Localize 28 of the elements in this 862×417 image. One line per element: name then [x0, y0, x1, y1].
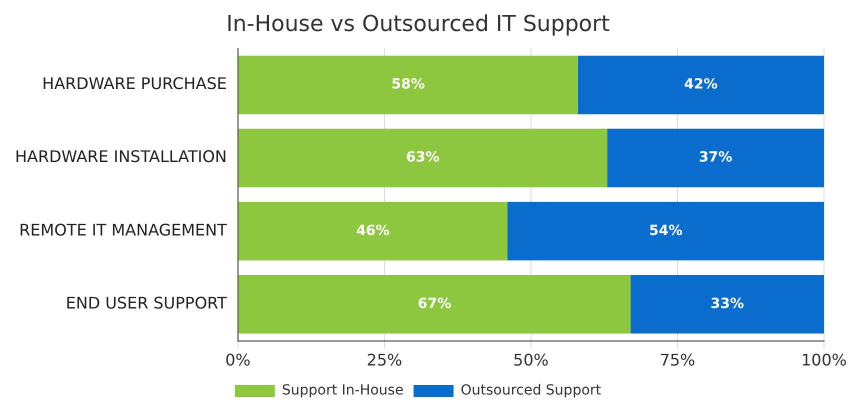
bar [238, 56, 578, 114]
data-label: 46% [356, 222, 390, 239]
data-label: 63% [406, 150, 440, 166]
y-tick-label: END USER SUPPORT [66, 293, 228, 312]
data-label: 33% [710, 296, 744, 312]
y-tick-label: REMOTE IT MANAGEMENT [19, 220, 228, 240]
x-tick-label: 100% [801, 350, 847, 370]
legend-label: Outsourced Support [460, 382, 602, 399]
data-label: 37% [698, 150, 732, 166]
legend-label: Support In-House [282, 382, 404, 399]
data-label: 67% [418, 296, 452, 312]
bar [630, 275, 824, 334]
data-label: 42% [684, 76, 718, 93]
bar [578, 56, 824, 114]
y-tick-label: HARDWARE PURCHASE [42, 74, 227, 94]
y-tick-label: HARDWARE INSTALLATION [15, 147, 227, 166]
x-tick-label: 0% [225, 350, 251, 370]
data-label: 58% [391, 76, 425, 93]
bar [238, 202, 508, 260]
x-tick-label: 50% [513, 350, 549, 370]
x-tick-label: 25% [366, 350, 402, 370]
bar [607, 128, 824, 188]
data-label: 54% [648, 222, 683, 239]
bar [508, 202, 824, 260]
bar [238, 275, 631, 334]
bar [238, 128, 608, 188]
chart-title: In-House vs Outsourced IT Support [226, 12, 610, 37]
x-tick-label: 75% [660, 350, 696, 370]
